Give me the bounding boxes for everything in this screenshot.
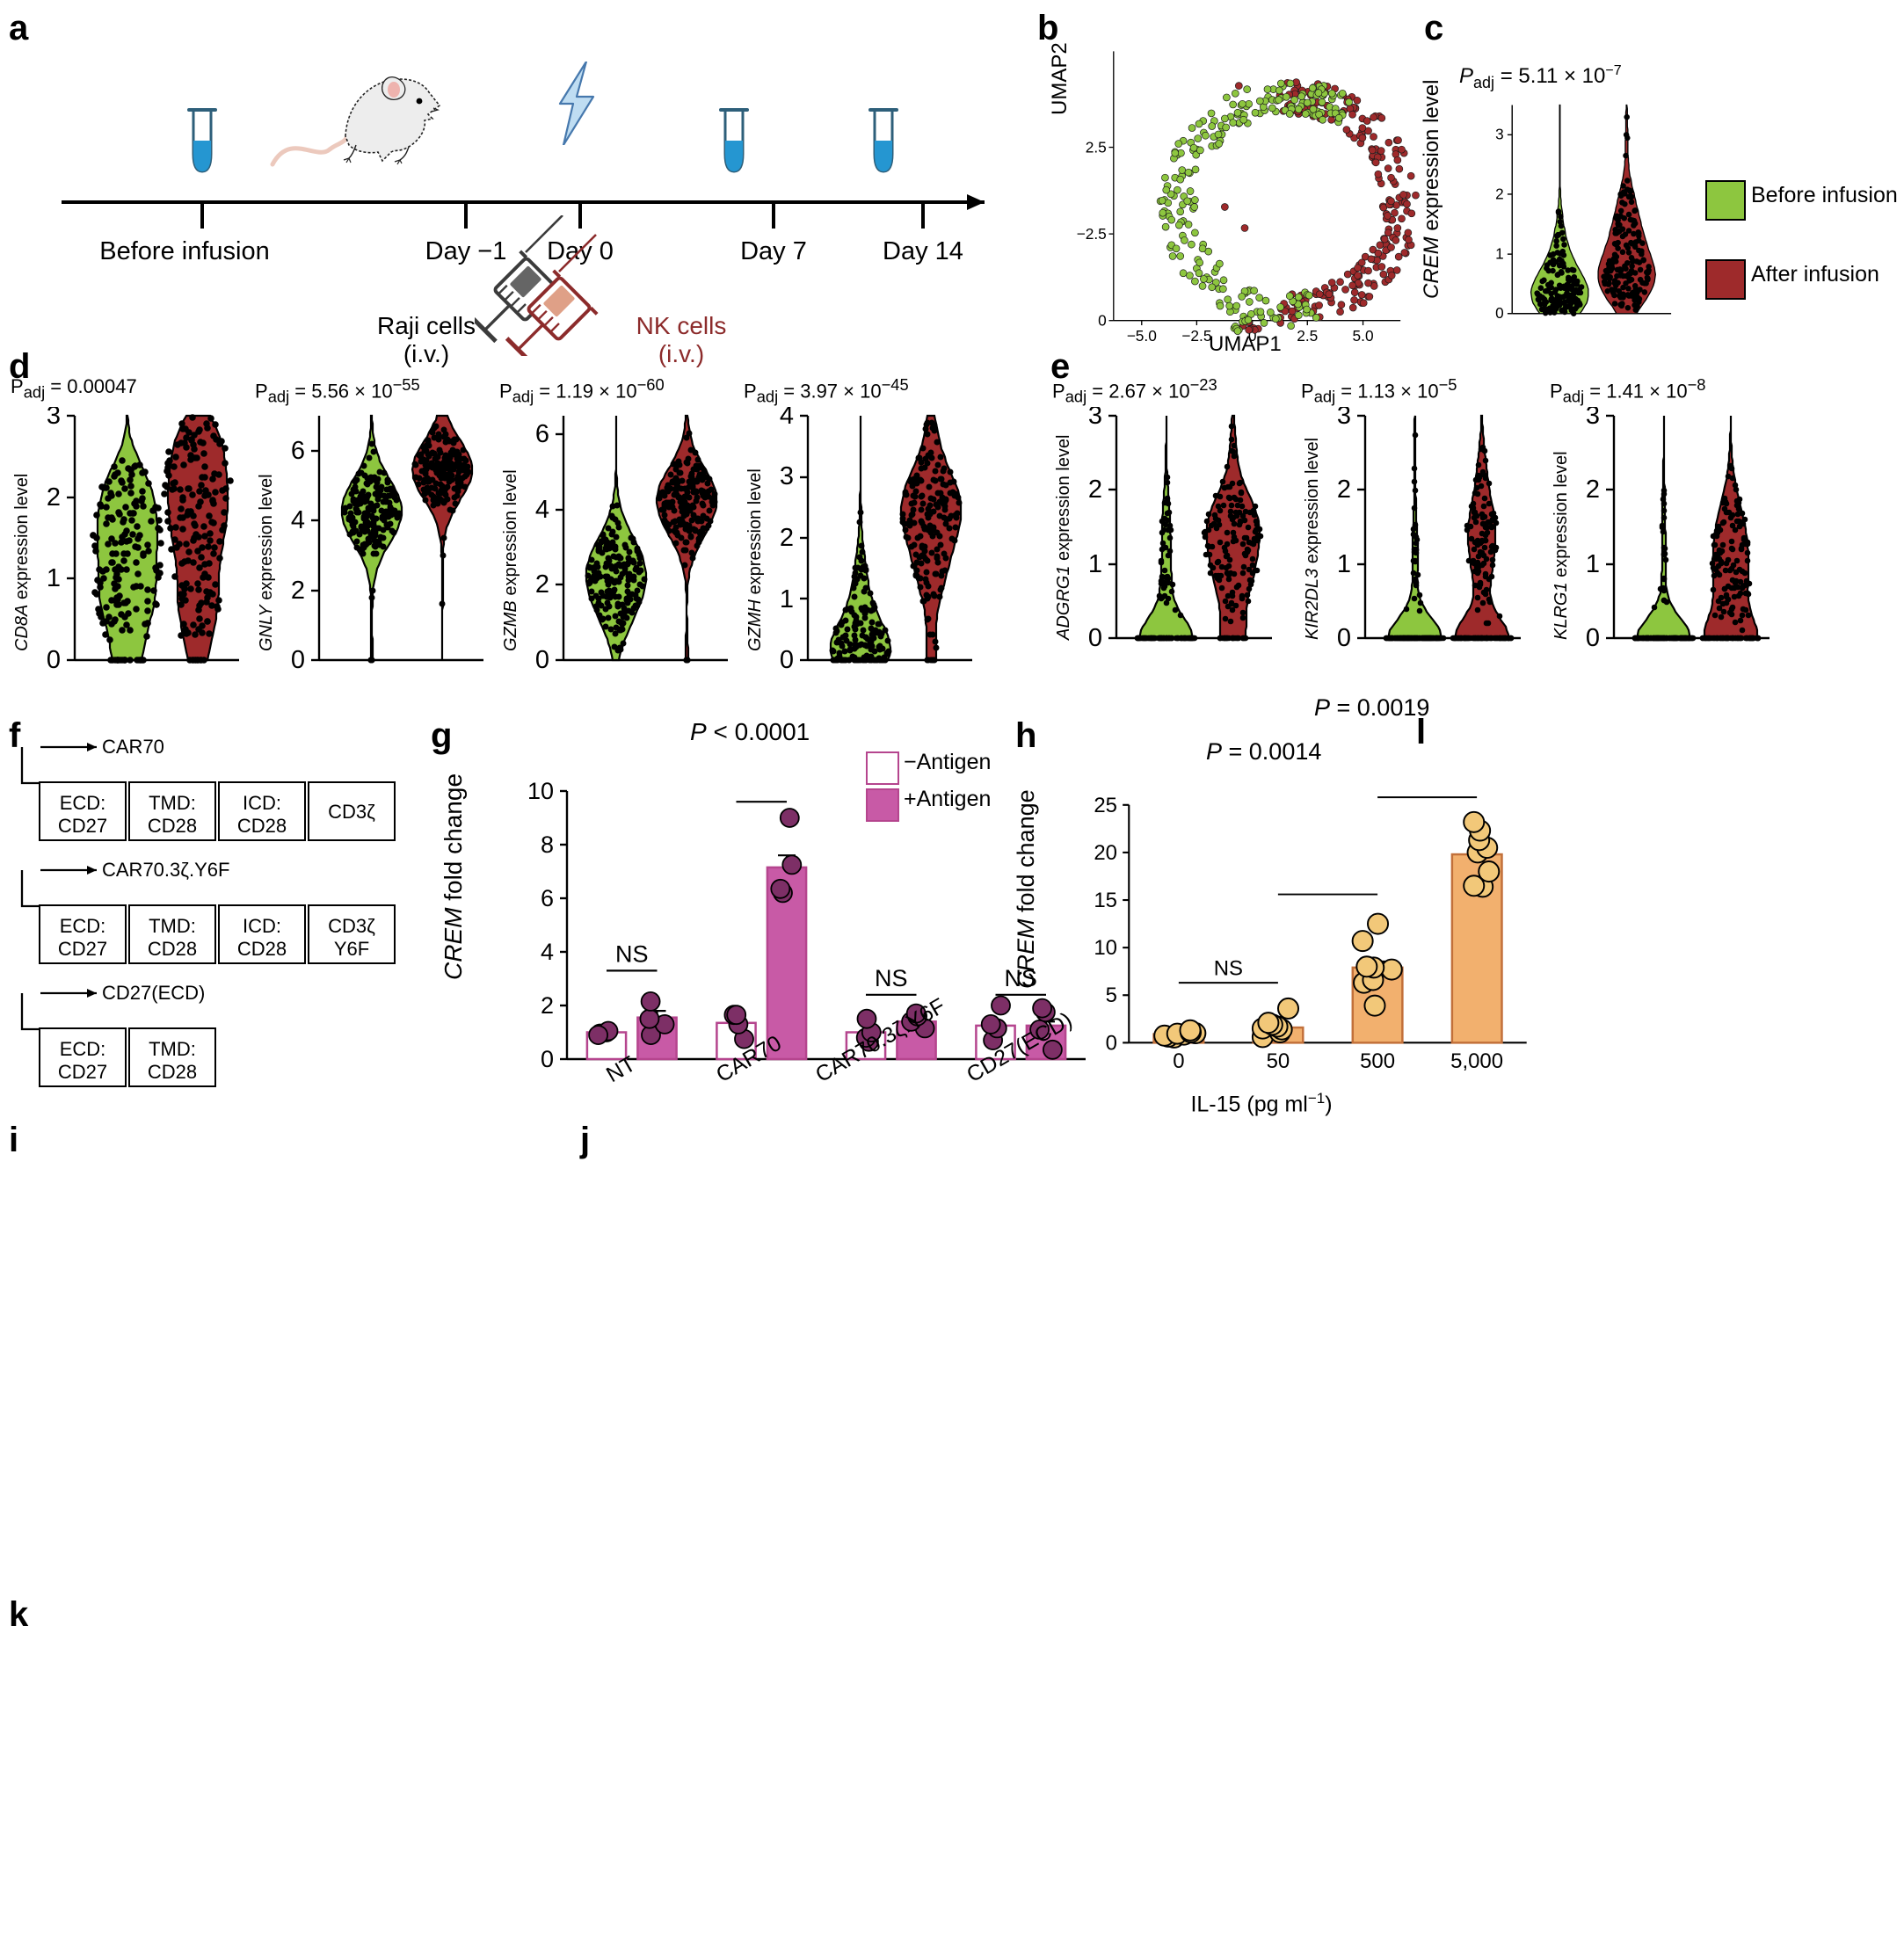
svg-text:1: 1 bbox=[780, 585, 794, 613]
svg-text:0: 0 bbox=[1586, 624, 1600, 652]
svg-text:0: 0 bbox=[1337, 624, 1351, 652]
svg-text:6: 6 bbox=[541, 885, 554, 911]
svg-text:15: 15 bbox=[1094, 889, 1117, 912]
svg-text:−2.5: −2.5 bbox=[1077, 225, 1107, 243]
svg-text:3: 3 bbox=[1586, 407, 1600, 430]
svg-text:0: 0 bbox=[1106, 1031, 1117, 1055]
svg-text:6: 6 bbox=[535, 420, 549, 448]
svg-text:6: 6 bbox=[291, 437, 305, 465]
svg-text:0: 0 bbox=[1173, 1049, 1184, 1073]
svg-text:−2.5: −2.5 bbox=[1181, 327, 1211, 345]
svg-text:0: 0 bbox=[1098, 312, 1107, 330]
svg-text:1: 1 bbox=[47, 564, 61, 592]
svg-text:2.5: 2.5 bbox=[1297, 327, 1318, 345]
svg-text:5: 5 bbox=[1106, 984, 1117, 1007]
svg-text:1: 1 bbox=[1586, 550, 1600, 578]
svg-text:0: 0 bbox=[1088, 624, 1102, 652]
svg-text:2.5: 2.5 bbox=[1086, 139, 1107, 156]
svg-text:NS: NS bbox=[615, 940, 649, 967]
svg-text:1: 1 bbox=[1495, 244, 1504, 262]
svg-text:NS: NS bbox=[1214, 956, 1243, 980]
svg-text:3: 3 bbox=[47, 407, 61, 430]
svg-text:4: 4 bbox=[780, 407, 794, 430]
svg-text:5,000: 5,000 bbox=[1450, 1049, 1503, 1073]
svg-text:4: 4 bbox=[541, 939, 554, 965]
svg-text:2: 2 bbox=[47, 483, 61, 512]
svg-text:25: 25 bbox=[1094, 794, 1117, 817]
svg-text:2: 2 bbox=[291, 577, 305, 605]
svg-text:2: 2 bbox=[780, 524, 794, 552]
svg-text:3: 3 bbox=[1495, 126, 1504, 143]
svg-text:2: 2 bbox=[1495, 185, 1504, 202]
svg-text:500: 500 bbox=[1360, 1049, 1395, 1073]
svg-text:0: 0 bbox=[535, 646, 549, 674]
svg-text:2: 2 bbox=[535, 570, 549, 599]
svg-text:5.0: 5.0 bbox=[1353, 327, 1374, 345]
svg-text:0: 0 bbox=[291, 646, 305, 674]
svg-text:2: 2 bbox=[1586, 475, 1600, 504]
svg-text:50: 50 bbox=[1267, 1049, 1290, 1073]
svg-text:20: 20 bbox=[1094, 841, 1117, 865]
svg-text:4: 4 bbox=[535, 496, 549, 524]
svg-text:1: 1 bbox=[1337, 550, 1351, 578]
svg-text:8: 8 bbox=[541, 831, 554, 858]
svg-text:3: 3 bbox=[1337, 407, 1351, 430]
svg-text:−5.0: −5.0 bbox=[1127, 327, 1157, 345]
svg-text:1: 1 bbox=[1088, 550, 1102, 578]
svg-text:4: 4 bbox=[291, 506, 305, 534]
svg-text:0: 0 bbox=[541, 1046, 554, 1072]
svg-text:10: 10 bbox=[527, 778, 554, 804]
svg-text:3: 3 bbox=[1088, 407, 1102, 430]
svg-text:10: 10 bbox=[1094, 936, 1117, 960]
svg-text:NS: NS bbox=[875, 965, 908, 991]
svg-text:0: 0 bbox=[47, 646, 61, 674]
svg-text:2: 2 bbox=[1337, 475, 1351, 504]
svg-text:0: 0 bbox=[1495, 304, 1504, 322]
svg-text:2: 2 bbox=[1088, 475, 1102, 504]
svg-text:0: 0 bbox=[780, 646, 794, 674]
svg-text:3: 3 bbox=[780, 462, 794, 490]
svg-text:2: 2 bbox=[541, 992, 554, 1019]
